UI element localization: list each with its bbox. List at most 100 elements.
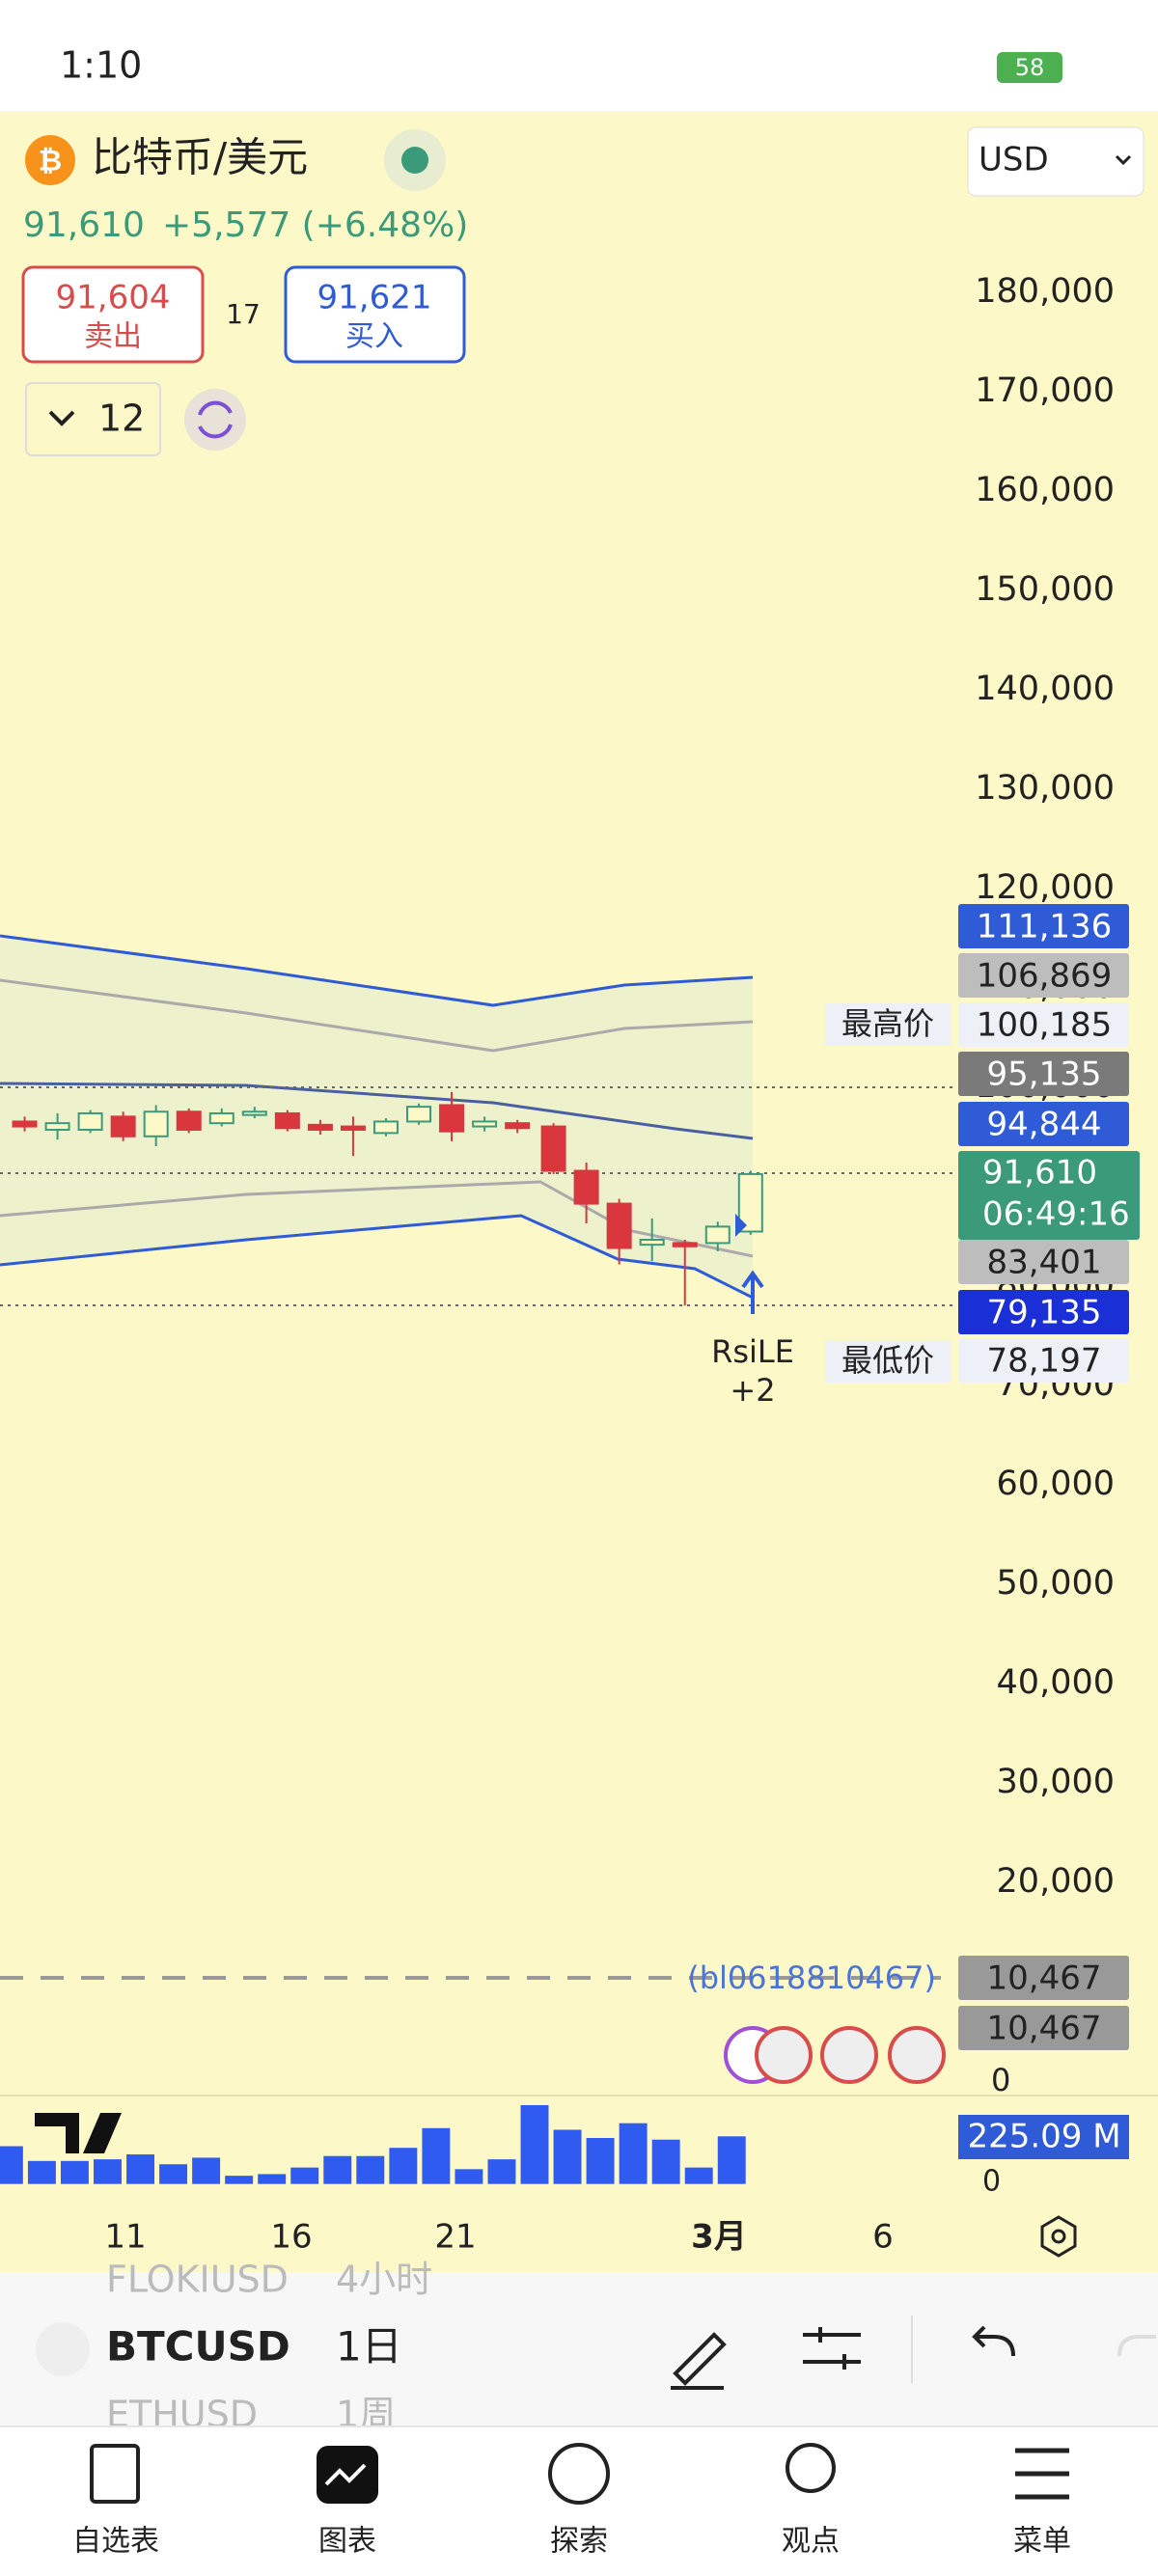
price-tag: 100,185 (977, 1006, 1113, 1045)
volume-bar (323, 2155, 352, 2184)
price-axis-label: 150,000 (975, 570, 1115, 609)
symbol-strip (0, 2272, 1158, 2426)
toggle-arrow (48, 410, 75, 426)
volume-bar (159, 2164, 188, 2184)
last-price-bg (958, 1151, 1140, 1240)
candle-body (12, 1120, 38, 1128)
price-tag-bg (958, 1290, 1129, 1334)
tab-label[interactable]: 图表 (318, 2525, 376, 2559)
tab-label[interactable]: 观点 (782, 2525, 840, 2559)
tab-label[interactable]: 菜单 (1013, 2525, 1071, 2559)
price-axis-label: 50,000 (997, 1564, 1115, 1603)
price-axis-label: 20,000 (997, 1862, 1115, 1901)
volume-bar (422, 2127, 451, 2184)
battery (997, 52, 1062, 83)
price-tag: 111,136 (977, 908, 1113, 946)
status-time: 1:10 (60, 44, 142, 87)
candle-body (606, 1202, 632, 1249)
candle-body (372, 1120, 399, 1135)
tab-icon-ideas (786, 2443, 836, 2493)
select-arrow (1115, 154, 1132, 166)
sell-price: 91,604 (56, 279, 171, 317)
price-tag: 106,869 (977, 957, 1113, 996)
label-bg (825, 1003, 951, 1046)
draw-tool[interactable] (671, 2332, 727, 2390)
label-bg (825, 1340, 951, 1383)
price-tags: 111,136 106,869 最高价 100,185 95,135 94,844 91,6… (825, 904, 1140, 2050)
redo-button[interactable] (1117, 2335, 1156, 2357)
volume-bar (27, 2160, 56, 2184)
band-upper (0, 934, 754, 1007)
volume-tag: 225.09 M (967, 2118, 1120, 2156)
candle-body (208, 1111, 234, 1125)
tab-label[interactable]: 自选表 (72, 2525, 159, 2559)
high-label: 最高价 (841, 1005, 934, 1042)
tab-icon-explore (548, 2443, 610, 2505)
refresh-button[interactable] (184, 389, 246, 451)
symbol-prev[interactable]: FLOKIUSD (106, 2259, 289, 2301)
price-tag-bg (958, 2006, 1129, 2050)
band-middle (0, 1082, 754, 1140)
interval-current[interactable]: 1日 (336, 2323, 402, 2370)
candle-body (505, 1122, 531, 1130)
candle-body (704, 1225, 731, 1245)
price-tag-bg (958, 1052, 1129, 1096)
volume-zero: 0 (982, 2165, 1001, 2199)
time-label: 16 (270, 2218, 312, 2257)
price-tag-bg (958, 1956, 1129, 2000)
price-axis-label: 30,000 (997, 1763, 1115, 1801)
settings-icon[interactable] (1040, 2215, 1077, 2258)
volume-bar (684, 2167, 713, 2184)
interval-toggle[interactable] (25, 382, 161, 456)
price-tag-bg (958, 1338, 1129, 1383)
price-axis-label: 120,000 (975, 868, 1115, 907)
candle-body (406, 1106, 432, 1123)
plot (0, 934, 955, 1306)
price-change: +5,577 (+6.48%) (162, 206, 468, 245)
price-axis-label: 130,000 (975, 769, 1115, 808)
time-label: 3月 (691, 2218, 747, 2257)
time-axis: 11 16 21 3月 6 (104, 2218, 893, 2257)
candle-body (639, 1239, 665, 1247)
candle-body (573, 1169, 599, 1205)
buy-button[interactable] (284, 265, 466, 364)
indicator-count: 12 (98, 397, 145, 440)
event-flag[interactable] (755, 2026, 813, 2084)
volume-bar (520, 2104, 549, 2184)
sell-label: 卖出 (84, 320, 142, 354)
event-flag[interactable] (888, 2026, 946, 2084)
price-axis-label: 60,000 (997, 1465, 1115, 1503)
candle-body (77, 1111, 103, 1131)
price-zero: 0 (991, 2062, 1010, 2098)
time-label: 6 (872, 2218, 894, 2257)
tab-icon-chart (317, 2446, 378, 2504)
indicator-tool[interactable] (803, 2327, 861, 2370)
price-axis-label: 180,000 (975, 272, 1115, 311)
volume-bar (553, 2129, 582, 2184)
coin-symbol: ₿ (39, 145, 62, 178)
interval-prev[interactable]: 4小时 (336, 2259, 432, 2301)
volume-bar (290, 2167, 319, 2184)
event-flag[interactable] (820, 2026, 878, 2084)
price-tag: 10,467 (987, 1959, 1102, 1998)
price-tag: 10,467 (987, 2010, 1102, 2048)
currency-select[interactable] (967, 126, 1144, 197)
volume-tag-bg (958, 2115, 1129, 2159)
undo-button[interactable] (972, 2325, 1015, 2357)
coin-icon (25, 135, 75, 185)
volume-bar (0, 2146, 23, 2184)
refresh-icon (198, 400, 233, 439)
time-label: 11 (104, 2218, 146, 2257)
volume-bar (651, 2139, 680, 2184)
candle-body (44, 1122, 70, 1131)
tab-label[interactable]: 探索 (550, 2525, 608, 2559)
symbol-current[interactable]: BTCUSD (106, 2323, 290, 2370)
tab-icon-chart-line (324, 2463, 367, 2486)
sell-button[interactable] (21, 265, 205, 364)
volume-bar (192, 2157, 221, 2184)
price-axis-label: 40,000 (997, 1663, 1115, 1702)
band-fill (0, 936, 753, 1298)
band-lower-inner (0, 1180, 754, 1258)
volume-bar (94, 2159, 122, 2184)
